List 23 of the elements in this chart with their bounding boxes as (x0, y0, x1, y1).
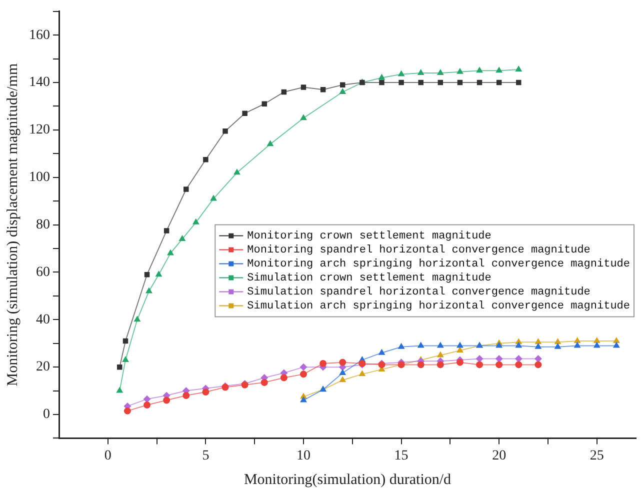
legend-label: Monitoring arch springing horizontal convergence magnitude (247, 258, 630, 271)
y-tick-label: 160 (29, 28, 50, 43)
y-tick-label: 40 (36, 312, 50, 328)
x-tick-label: 20 (492, 448, 506, 464)
legend-label: Simulation spandrel horizontal convergence magnitude (247, 286, 590, 299)
y-axis-title: Monitoring (simulation) displacement magnitude/mm (4, 63, 21, 386)
y-tick-label: 120 (29, 122, 50, 138)
x-axis-title: Monitoring(simulation) duration/d (244, 472, 452, 488)
x-tick-label: 25 (590, 448, 604, 464)
legend-label: Simulation crown settlement magnitude (247, 272, 492, 285)
y-tick-label: 80 (36, 217, 50, 232)
legend-label: Simulation arch springing horizontal convergence magnitude (247, 300, 630, 313)
y-tick-label: 100 (29, 170, 50, 186)
y-tick-label: 60 (36, 264, 50, 280)
legend-label: Monitoring crown settlement magnitude (247, 230, 492, 243)
y-tick-label: 140 (29, 75, 50, 90)
x-tick-label: 10 (296, 448, 310, 464)
x-tick-label: 15 (394, 448, 408, 464)
x-tick-label: 5 (202, 448, 210, 464)
legend-label: Monitoring spandrel horizontal convergence magnitude (247, 244, 590, 257)
x-tick-label: 0 (104, 448, 112, 464)
y-tick-label: 0 (43, 407, 50, 422)
y-tick-label: 20 (36, 360, 50, 375)
